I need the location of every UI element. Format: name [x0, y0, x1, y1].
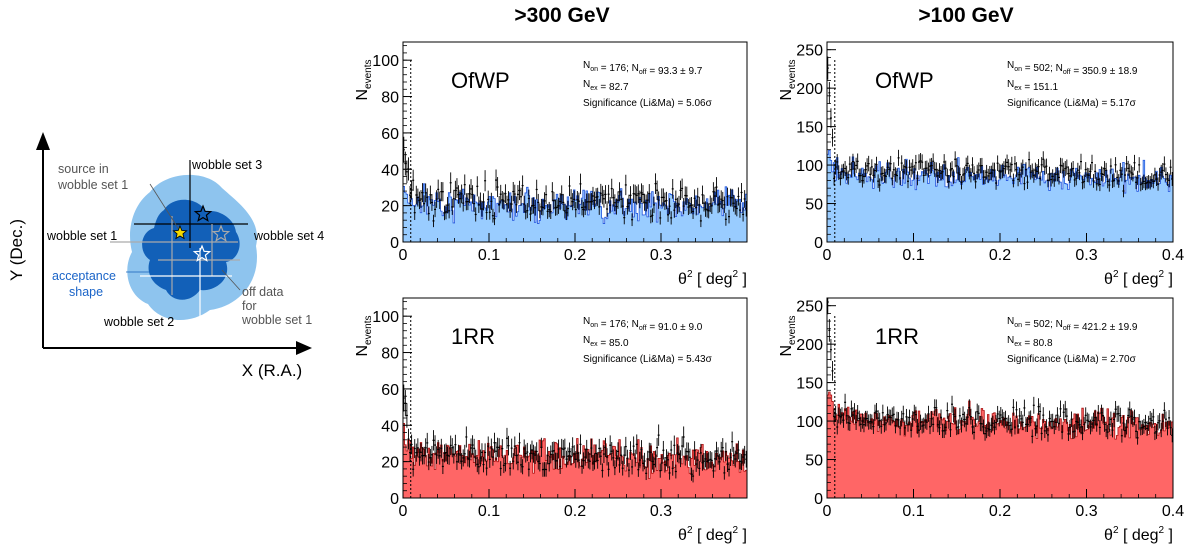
- y-tick-label: 60: [381, 126, 399, 143]
- y-tick-label: 60: [381, 382, 399, 399]
- stats-line-significance: Significance (Li&Ma) = 2.70σ: [1007, 354, 1137, 365]
- stats-line-excess: Nex = 80.8: [1007, 335, 1053, 349]
- stats-line-significance: Significance (Li&Ma) = 5.43σ: [583, 354, 713, 365]
- x-tick-label: 0.1: [478, 503, 500, 520]
- off-histogram-fill: [403, 423, 747, 498]
- y-tick-label: 80: [381, 90, 399, 107]
- y-tick-label: 50: [805, 197, 823, 214]
- stats-line-excess: Nex = 82.7: [583, 79, 629, 93]
- y-tick-label: 20: [381, 455, 399, 472]
- y-tick-label: 40: [381, 162, 399, 179]
- y-tick-label: 100: [796, 158, 823, 175]
- stats-line-excess: Nex = 85.0: [583, 335, 629, 349]
- column-title-300gev: >300 GeV: [514, 4, 610, 27]
- x-tick-label: 0.4: [1162, 247, 1184, 264]
- diagram-x-axis-label: X (R.A.): [242, 361, 302, 380]
- x-tick-label: 0.3: [650, 503, 672, 520]
- x-tick-label: 0: [399, 247, 408, 264]
- off-histogram-line: [827, 149, 1173, 194]
- y-tick-label: 100: [796, 414, 823, 431]
- x-axis-label: θ2 [ deg2 ]: [678, 525, 747, 544]
- off-star-white-icon: [192, 244, 212, 262]
- x-tick-label: 0.1: [902, 247, 924, 264]
- stats-line-on-off: Non = 502; Noff = 421.2 ± 19.9: [1007, 316, 1138, 333]
- x-tick-label: 0.3: [1075, 503, 1097, 520]
- y-axis-label: Nevents: [778, 315, 798, 356]
- label-wobble-set-4: wobble set 4: [253, 229, 324, 243]
- x-tick-label: 0.1: [478, 247, 500, 264]
- off-histogram-line: [403, 422, 747, 479]
- x-tick-label: 0.2: [564, 247, 586, 264]
- x-tick-label: 0.3: [650, 247, 672, 264]
- label-acceptance: acceptance: [52, 269, 116, 283]
- label-off-for: for: [242, 299, 257, 313]
- x-tick-label: 0.3: [1075, 247, 1097, 264]
- y-tick-label: 200: [796, 337, 823, 354]
- y-tick-label: 200: [796, 81, 823, 98]
- y-tick-label: 150: [796, 120, 823, 137]
- y-tick-label: 0: [390, 491, 399, 508]
- source-star-icon: [172, 224, 188, 240]
- x-tick-label: 0.2: [989, 247, 1011, 264]
- y-tick-label: 50: [805, 453, 823, 470]
- label-shape: shape: [69, 285, 103, 299]
- y-tick-label: 150: [796, 376, 823, 393]
- x-tick-label: 0.2: [989, 503, 1011, 520]
- histogram-panel-bottom-left: 0 20 40 60 80 100 0 0.1 0.2 0.3 Nevents θ2 [ deg2 ]…: [355, 297, 748, 544]
- stats-line-significance: Significance (Li&Ma) = 5.17σ: [1007, 98, 1137, 109]
- label-wobble-set-2: wobble set 2: [103, 315, 174, 329]
- y-axis-label: Nevents: [355, 315, 374, 356]
- y-tick-label: 100: [372, 53, 399, 70]
- wobble-diagram: Y (Dec.) X (R.A.) source in wobble set 1…: [7, 132, 324, 380]
- y-axis-label: Nevents: [778, 59, 798, 100]
- x-tick-label: 0: [823, 503, 832, 520]
- off-star-gray-icon: [211, 224, 231, 242]
- y-tick-label: 20: [381, 199, 399, 216]
- panel-title: 1RR: [875, 324, 919, 349]
- column-title-100gev: >100 GeV: [918, 4, 1014, 27]
- y-tick-label: 0: [814, 235, 823, 252]
- histogram-panel-top-left: 0 20 40 60 80 100 0 0.1 0.2 0.3 Nevents θ2 [ deg2 ]…: [355, 41, 748, 288]
- stats-line-on-off: Non = 502; Noff = 350.9 ± 18.9: [1007, 60, 1138, 77]
- stats-line-significance: Significance (Li&Ma) = 5.06σ: [583, 98, 713, 109]
- x-tick-label: 0: [823, 247, 832, 264]
- y-tick-label: 250: [796, 43, 823, 60]
- x-tick-label: 0.2: [564, 503, 586, 520]
- x-tick-label: 0: [399, 503, 408, 520]
- x-tick-label: 0.4: [1162, 503, 1184, 520]
- label-off-wobble-set-1: wobble set 1: [241, 313, 312, 327]
- label-wobble-set-3: wobble set 3: [191, 158, 262, 172]
- x-axis-label: θ2 [ deg2 ]: [1104, 269, 1173, 288]
- panel-title: 1RR: [451, 324, 495, 349]
- x-axis-label: θ2 [ deg2 ]: [678, 269, 747, 288]
- x-tick-label: 0.1: [902, 503, 924, 520]
- y-tick-label: 40: [381, 418, 399, 435]
- label-wobble-set-1: wobble set 1: [46, 229, 117, 243]
- y-tick-label: 0: [390, 235, 399, 252]
- off-histogram-line: [403, 183, 747, 224]
- x-axis-label: θ2 [ deg2 ]: [1104, 525, 1173, 544]
- y-tick-label: 100: [372, 309, 399, 326]
- off-histogram-line: [827, 391, 1173, 440]
- stats-line-on-off: Non = 176; Noff = 91.0 ± 9.0: [583, 316, 703, 333]
- y-axis-label: Nevents: [355, 59, 374, 100]
- histogram-panel-bottom-right: 0 50 100 150 200 250 0 0.1 0.2 0.3 0.4 Nevents θ2 [ …: [778, 297, 1184, 544]
- off-star-black-icon: [193, 204, 213, 222]
- diagram-y-axis-label: Y (Dec.): [7, 219, 26, 281]
- stats-line-excess: Nex = 151.1: [1007, 79, 1059, 93]
- label-source-wobble-set-1: wobble set 1: [57, 178, 128, 192]
- label-source-in: source in: [58, 162, 109, 176]
- y-tick-label: 80: [381, 346, 399, 363]
- acceptance-inner-shape: [142, 199, 240, 300]
- stats-line-on-off: Non = 176; Noff = 93.3 ± 9.7: [583, 60, 703, 77]
- panel-title: OfWP: [451, 68, 510, 93]
- panel-title: OfWP: [875, 68, 934, 93]
- y-tick-label: 250: [796, 299, 823, 316]
- histogram-panel-top-right: 0 50 100 150 200 250 0 0.1 0.2 0.3 0.4 Nevents θ2 [ …: [778, 41, 1184, 288]
- y-tick-label: 0: [814, 491, 823, 508]
- label-off-data: off data: [242, 285, 284, 299]
